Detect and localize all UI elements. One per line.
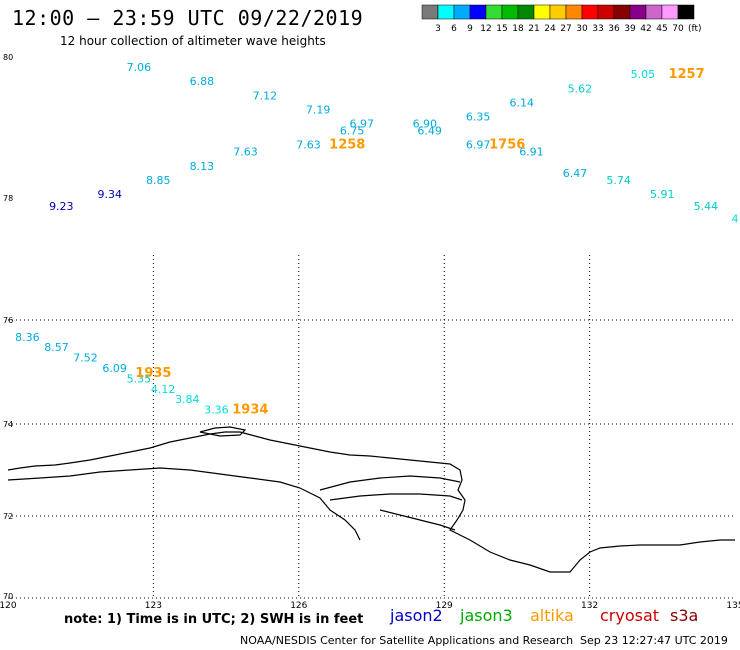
- colorbar-label: 9: [467, 24, 473, 34]
- lat-label: 74: [3, 420, 13, 429]
- coastline-inner-1: [7, 467, 361, 541]
- wave-height-value: 7.63: [296, 139, 321, 152]
- coastline: [7, 426, 735, 573]
- pass-time-label: 1257: [668, 67, 704, 82]
- colorbar-label: 33: [592, 24, 603, 34]
- colorbar-label: 21: [528, 24, 539, 34]
- pass-time-label: 1935: [135, 366, 171, 381]
- wave-height-value: 7.63: [233, 146, 258, 159]
- legend-item-cryosat: cryosat: [600, 606, 660, 625]
- coastline-inner-2: [319, 475, 461, 491]
- colorbar-label: 15: [496, 24, 507, 34]
- altimeter-map: 120 123 126 129 132 135 80 78 76 74 72 70 7.06 6.88 7…: [0, 53, 740, 610]
- legend-item-s3a: s3a: [670, 606, 699, 625]
- colorbar-label: 12: [480, 24, 491, 34]
- wave-height-value: 4.12: [151, 383, 176, 396]
- wave-height-value: 8.13: [190, 160, 215, 173]
- lat-label: 76: [3, 316, 13, 325]
- legend-item-jason3: jason3: [460, 606, 513, 625]
- coastline-island: [199, 426, 247, 437]
- lat-label: 70: [3, 592, 13, 601]
- wave-height-value: 3.36: [204, 404, 229, 417]
- wave-height-value: 9.23: [49, 200, 74, 213]
- colorbar-label: 30: [576, 24, 588, 34]
- wave-height-value: 6.88: [190, 75, 215, 88]
- wave-height-value: 6.47: [563, 167, 588, 180]
- graticule: 120 123 126 129 132 135 80 78 76 74 72 70: [0, 53, 740, 610]
- colorbar-label: 3: [435, 24, 441, 34]
- lon-label: 120: [0, 601, 17, 610]
- lon-label: 132: [581, 601, 598, 610]
- wave-height-value: 6.91: [519, 146, 544, 159]
- coastline-inner-3: [329, 493, 463, 501]
- colorbar-label: 6: [451, 24, 457, 34]
- wave-height-value: 7.52: [73, 352, 98, 365]
- wave-height-value: 6.49: [417, 125, 442, 138]
- wave-height-value: 5.35: [127, 372, 152, 385]
- wave-height-value: 5.05: [631, 68, 656, 81]
- wave-height-value: 7.12: [253, 89, 278, 102]
- wave-height-value: 5.44: [694, 200, 719, 213]
- coastline-inner-4: [379, 509, 456, 531]
- legend-item-jason2: jason2: [390, 606, 443, 625]
- wave-height-value: 8.57: [44, 341, 69, 354]
- wave-height-value: 6.97: [350, 118, 375, 131]
- wave-height-value: 8.36: [15, 331, 40, 344]
- color-scale-bar: 3 6 9 12 15 18 21 24 27 30 33 36 39 42 45 70 (ft): [421, 4, 702, 34]
- wave-height-value: 6.75: [340, 125, 365, 138]
- wave-height-value: 9.34: [98, 188, 123, 201]
- wave-height-value: 6.90: [413, 118, 438, 131]
- colorbar-label: 27: [560, 24, 571, 34]
- lat-label: 80: [3, 53, 13, 62]
- wave-height-value: 6.14: [509, 96, 534, 109]
- wave-height-value: 3.84: [175, 393, 200, 406]
- pass-time-label: 1258: [329, 138, 365, 153]
- wave-height-value: 6.35: [466, 110, 491, 123]
- pass-time-label: 1756: [489, 138, 525, 153]
- colorbar-swatch: [677, 4, 695, 20]
- lon-label: 126: [290, 601, 307, 610]
- lat-label: 78: [3, 194, 13, 203]
- wave-height-value: 7.19: [306, 103, 331, 116]
- lon-label: 123: [145, 601, 162, 610]
- colorbar-label: 39: [624, 24, 636, 34]
- colorbar-label: 45: [656, 24, 667, 34]
- lon-label: 129: [436, 601, 453, 610]
- colorbar-unit: (ft): [688, 24, 702, 34]
- colorbar-label: 36: [608, 24, 620, 34]
- credit-line: NOAA/NESDIS Center for Satellite Applica…: [240, 634, 574, 647]
- footnote: note: 1) Time is in UTC; 2) SWH is in fe…: [64, 612, 364, 627]
- wave-height-value: 7.06: [127, 61, 152, 74]
- wave-height-value: 4: [732, 212, 739, 225]
- wave-height-value: 6.97: [466, 139, 491, 152]
- page-subtitle: 12 hour collection of altimeter wave hei…: [60, 34, 326, 48]
- colorbar-label: 42: [640, 24, 651, 34]
- wave-height-value: 8.85: [146, 174, 171, 187]
- lon-label: 135: [726, 601, 740, 610]
- wave-height-value: 5.91: [650, 188, 675, 201]
- wave-height-value: 6.09: [102, 362, 127, 375]
- pass-time-label: 1934: [232, 403, 268, 418]
- timestamp: Sep 23 12:27:47 UTC 2019: [580, 634, 728, 647]
- coastline-main: [7, 431, 735, 573]
- colorbar-label: 18: [512, 24, 524, 34]
- wave-height-value: 5.62: [568, 82, 593, 95]
- colorbar-label: 70: [672, 24, 684, 34]
- lat-label: 72: [3, 512, 13, 521]
- wave-height-value: 5.74: [606, 174, 631, 187]
- legend-item-altika: altika: [530, 606, 574, 625]
- colorbar-label: 24: [544, 24, 556, 34]
- page-title: 12:00 – 23:59 UTC 09/22/2019: [12, 6, 364, 30]
